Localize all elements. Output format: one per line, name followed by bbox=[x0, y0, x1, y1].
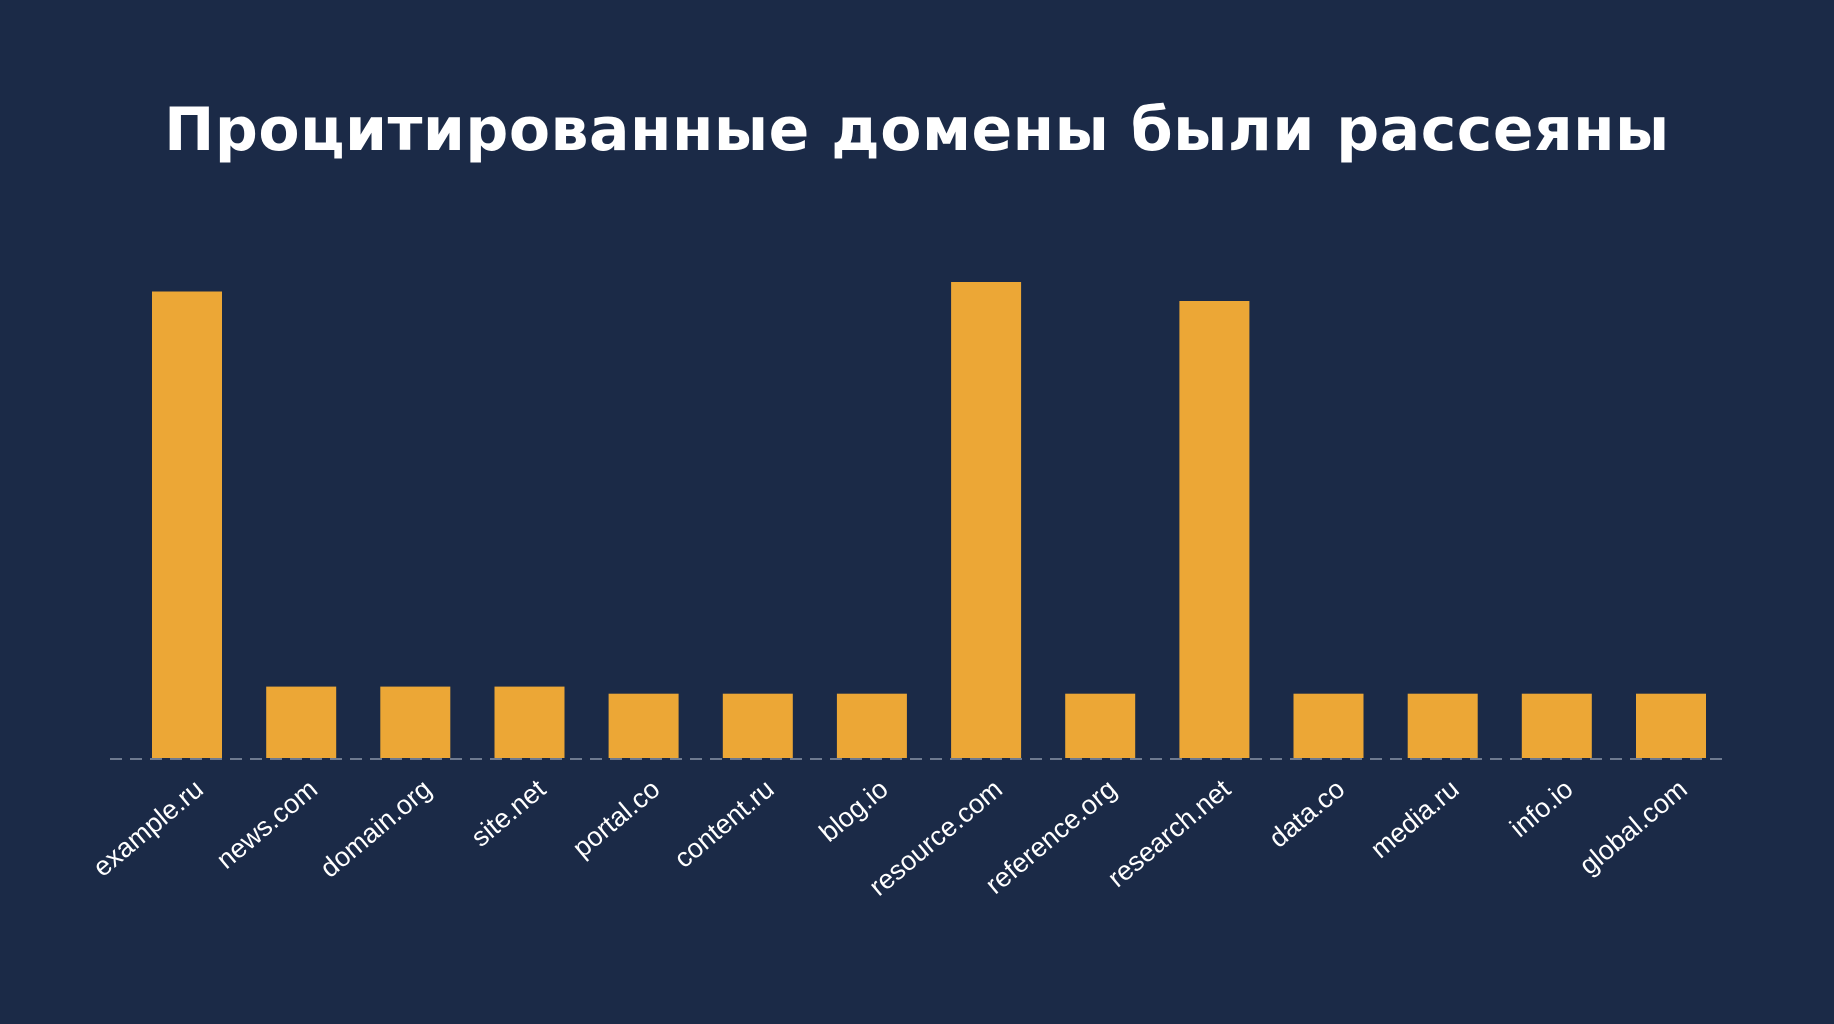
x-tick-label: global.com bbox=[1574, 774, 1693, 881]
x-tick-label: blog.io bbox=[814, 774, 894, 848]
bar-example-ru bbox=[152, 291, 222, 758]
bar-domain-org bbox=[380, 686, 451, 758]
chart-title: Процитированные домены были рассеяны bbox=[164, 95, 1670, 165]
bar-media-ru bbox=[1407, 693, 1478, 758]
bar-content-ru bbox=[722, 693, 793, 758]
x-tick-label: example.ru bbox=[87, 774, 209, 883]
x-tick-label: content.ru bbox=[668, 774, 779, 874]
x-tick-label: news.com bbox=[211, 774, 323, 875]
bar-news-com bbox=[266, 686, 337, 758]
x-tick-label: info.io bbox=[1504, 774, 1578, 843]
bars-layer bbox=[152, 282, 1706, 758]
x-tick-label: portal.co bbox=[567, 774, 666, 864]
x-tick-label: media.ru bbox=[1365, 774, 1465, 865]
bar-info-io bbox=[1521, 693, 1592, 758]
bar-portal-co bbox=[608, 693, 679, 758]
bar-data-co bbox=[1293, 693, 1364, 758]
x-tick-label: research.net bbox=[1102, 773, 1237, 893]
x-tick-label: data.co bbox=[1263, 774, 1350, 854]
bar-research-net bbox=[1179, 301, 1250, 758]
bar-global-com bbox=[1636, 693, 1706, 758]
x-tick-label: site.net bbox=[465, 773, 551, 852]
bar-resource-com bbox=[951, 282, 1022, 758]
x-tick-label: domain.org bbox=[314, 774, 437, 884]
bar-blog-io bbox=[836, 693, 907, 758]
bar-site-net bbox=[494, 686, 565, 758]
bar-reference-org bbox=[1065, 693, 1136, 758]
